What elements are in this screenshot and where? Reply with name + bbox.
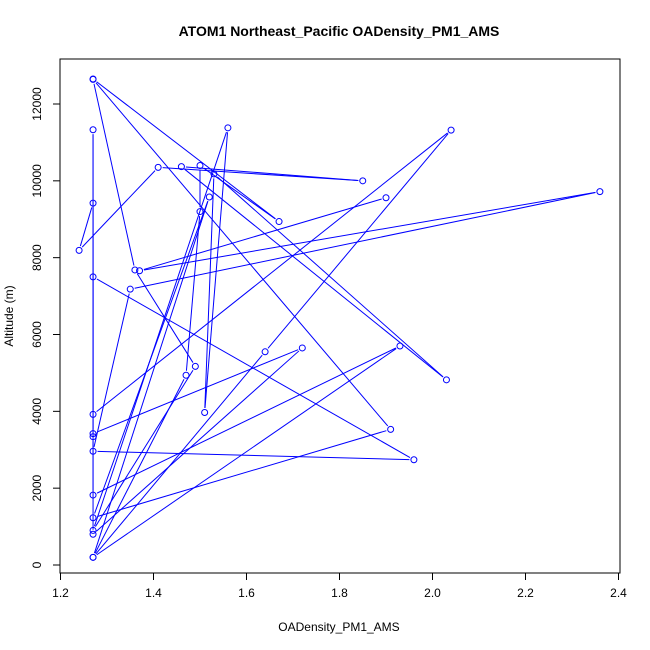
data-point xyxy=(275,218,283,226)
x-tick-label: 2.2 xyxy=(517,586,534,600)
data-point xyxy=(210,170,218,178)
series-segment xyxy=(96,348,397,556)
data-point xyxy=(89,526,97,534)
data-point xyxy=(89,553,97,561)
y-tick-label: 10000 xyxy=(30,164,44,198)
y-tick-label: 6000 xyxy=(30,321,44,348)
series-segment xyxy=(184,169,444,378)
y-tick-label: 4000 xyxy=(30,398,44,425)
x-tick-label: 1.2 xyxy=(52,586,69,600)
series-segment xyxy=(267,133,449,349)
data-point xyxy=(596,188,604,196)
series-segment xyxy=(134,192,596,289)
data-point xyxy=(196,208,204,216)
series-segment xyxy=(143,191,596,271)
data-point xyxy=(359,177,367,185)
data-point xyxy=(201,408,209,416)
series-segment xyxy=(143,198,382,270)
chart-title: ATOM1 Northeast_Pacific OADensity_PM1_AM… xyxy=(179,23,500,39)
series-segment xyxy=(185,216,201,371)
series-segment xyxy=(94,201,209,514)
y-tick-label: 12000 xyxy=(30,87,44,121)
x-axis-label: OADensity_PM1_AMS xyxy=(278,620,399,634)
series-segment xyxy=(95,354,263,555)
data-point xyxy=(89,199,97,207)
series-segment xyxy=(97,430,387,517)
data-point xyxy=(261,348,269,356)
series-segment xyxy=(216,176,444,378)
points-group xyxy=(75,75,604,561)
data-point xyxy=(447,126,455,134)
y-tick-label: 2000 xyxy=(30,474,44,501)
data-point xyxy=(205,193,213,201)
data-point xyxy=(89,447,97,455)
series-segment xyxy=(185,166,359,181)
x-axis: 1.2 1.4 1.6 1.8 2.0 2.2 2.4 xyxy=(52,572,627,600)
series-segment xyxy=(93,201,209,554)
x-tick-label: 2.0 xyxy=(424,586,441,600)
data-point xyxy=(196,161,204,169)
data-point xyxy=(396,342,404,350)
y-tick-label: 8000 xyxy=(30,244,44,271)
data-point xyxy=(382,194,390,202)
data-point xyxy=(177,163,185,171)
data-point xyxy=(75,246,83,254)
data-point xyxy=(410,456,418,464)
data-point xyxy=(89,430,97,438)
series-segment xyxy=(81,170,156,248)
series-segment xyxy=(96,347,397,494)
y-axis: 0 2000 4000 6000 8000 10000 12000 xyxy=(30,87,61,568)
data-point xyxy=(298,344,306,352)
data-point xyxy=(442,376,450,384)
series-segment xyxy=(96,350,300,532)
x-tick-label: 1.6 xyxy=(238,586,255,600)
x-tick-label: 2.4 xyxy=(610,586,627,600)
series-segment xyxy=(79,207,93,247)
y-tick-label: 0 xyxy=(30,561,44,568)
data-point xyxy=(89,410,97,418)
series-segment xyxy=(96,278,411,458)
data-point xyxy=(136,267,144,275)
data-point xyxy=(89,433,97,441)
data-point xyxy=(182,371,190,379)
series-segment xyxy=(93,293,130,448)
data-point xyxy=(89,530,97,538)
data-point xyxy=(89,514,97,522)
series-segment xyxy=(97,450,410,461)
x-tick-label: 1.8 xyxy=(331,586,348,600)
series-segment xyxy=(95,82,389,427)
data-point xyxy=(191,362,199,370)
series-segment xyxy=(93,83,135,266)
series-segment xyxy=(96,81,276,220)
data-point xyxy=(224,124,232,132)
data-point xyxy=(387,425,395,433)
data-point xyxy=(131,266,139,274)
x-tick-label: 1.4 xyxy=(145,586,162,600)
series-segment xyxy=(94,131,227,527)
series-group xyxy=(79,81,596,556)
data-point xyxy=(89,491,97,499)
y-axis-label: Altitude (m) xyxy=(2,285,16,346)
data-point xyxy=(89,126,97,134)
data-point xyxy=(126,285,134,293)
data-point xyxy=(89,75,97,83)
series-segment xyxy=(204,132,229,409)
series-segment xyxy=(204,178,215,409)
data-point xyxy=(89,273,97,281)
data-point xyxy=(154,163,162,171)
